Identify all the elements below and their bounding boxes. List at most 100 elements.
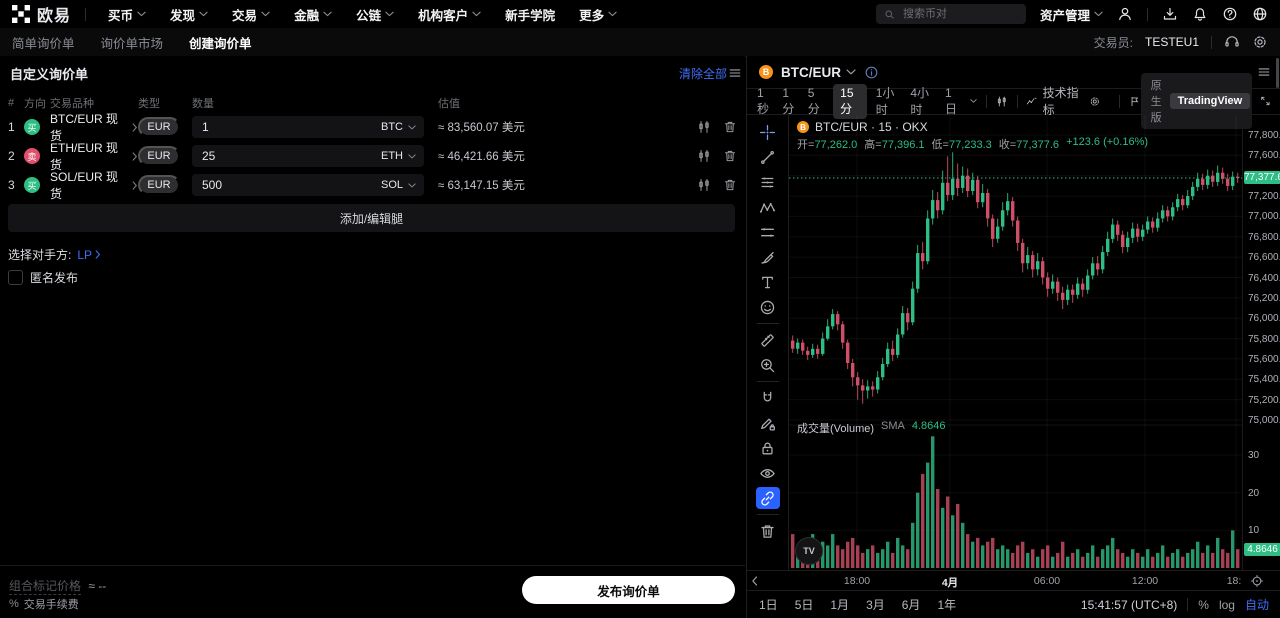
delete-trash-icon[interactable] xyxy=(723,149,737,163)
tradingview-watermark[interactable]: TV xyxy=(795,537,823,565)
sync-drawings-tool-button[interactable] xyxy=(755,487,780,509)
position-tool-button[interactable] xyxy=(756,221,780,243)
interval-1m[interactable]: 1分 xyxy=(782,85,795,116)
pair-selector[interactable]: ETH/EUR 现货 xyxy=(50,139,138,173)
view-chart-candles-icon[interactable] xyxy=(697,120,711,134)
symbol-name[interactable]: BTC/EUR xyxy=(781,64,841,80)
time-axis[interactable]: 18:00 4月 06:00 12:00 18: xyxy=(747,570,1280,591)
view-chart-candles-icon[interactable] xyxy=(697,178,711,192)
delete-trash-icon[interactable] xyxy=(723,120,737,134)
interval-1h[interactable]: 1小时 xyxy=(875,86,895,117)
range-1y[interactable]: 1年 xyxy=(937,598,957,612)
hide-drawings-tool-button[interactable] xyxy=(756,462,780,484)
clock[interactable]: 15:41:57 (UTC+8) xyxy=(1080,597,1178,612)
tab-rfq-market[interactable]: 询价单市场 xyxy=(100,36,164,51)
nav-item-discover[interactable]: 发现 xyxy=(170,5,208,24)
okx-logo[interactable]: 欧易 xyxy=(0,2,85,26)
emoji-tool-button[interactable] xyxy=(756,296,780,318)
amount-input[interactable] xyxy=(200,148,324,164)
view-chart-candles-icon[interactable] xyxy=(697,149,711,163)
drawing-lock-tool-button[interactable] xyxy=(756,412,780,434)
amount-input[interactable] xyxy=(200,177,324,193)
interval-15m[interactable]: 15分 xyxy=(833,83,867,119)
notifications-bell-icon[interactable] xyxy=(1192,6,1208,22)
range-1mo[interactable]: 1月 xyxy=(830,598,850,612)
page-scrollbar[interactable] xyxy=(1276,58,1279,88)
type-button[interactable]: EUR xyxy=(138,146,180,166)
percent-scale-toggle[interactable]: % xyxy=(1198,597,1209,612)
unit-dropdown[interactable]: BTC xyxy=(381,121,416,133)
xabcd-pattern-tool-button[interactable] xyxy=(756,196,780,218)
indicators-button[interactable]: 技术指标 xyxy=(1026,84,1079,118)
search-box[interactable] xyxy=(875,4,1026,24)
amount-field[interactable]: ETH xyxy=(192,145,424,167)
nav-item-academy[interactable]: 新手学院 xyxy=(505,8,556,23)
lock-all-tool-button[interactable] xyxy=(756,437,780,459)
amount-input[interactable] xyxy=(200,119,324,135)
language-globe-icon[interactable] xyxy=(1252,6,1268,22)
zoom-in-tool-button[interactable] xyxy=(756,354,780,376)
magnet-tool-button[interactable] xyxy=(756,387,780,409)
tab-create-rfq[interactable]: 创建询价单 xyxy=(189,27,252,59)
trend-line-tool-button[interactable] xyxy=(756,146,780,168)
caret-down-icon[interactable] xyxy=(970,98,977,104)
unit-dropdown[interactable]: SOL xyxy=(381,179,416,191)
flag-icon[interactable] xyxy=(1129,94,1141,109)
range-3mo[interactable]: 3月 xyxy=(866,598,885,612)
unit-dropdown[interactable]: ETH xyxy=(381,150,416,162)
mode-native[interactable]: 原生版 xyxy=(1150,80,1162,124)
search-input[interactable] xyxy=(900,7,1018,21)
profile-icon[interactable] xyxy=(1117,6,1133,22)
interval-1s[interactable]: 1秒 xyxy=(757,85,770,116)
counterparty-link[interactable]: LP xyxy=(77,248,101,262)
nav-item-buy-crypto[interactable]: 买币 xyxy=(108,5,146,24)
price-axis[interactable]: 77,377.6 4.8646 77,800.077,600.077,400.0… xyxy=(1242,115,1280,570)
caret-down-icon[interactable] xyxy=(846,69,856,75)
tab-simple-rfq[interactable]: 简单询价单 xyxy=(12,36,75,51)
panel-menu-icon[interactable] xyxy=(728,66,742,80)
nav-item-institutional[interactable]: 机构客户 xyxy=(418,5,481,24)
collapse-toolbar-chevron-icon[interactable] xyxy=(751,576,758,586)
range-5d[interactable]: 5日 xyxy=(794,598,814,612)
range-6mo[interactable]: 6月 xyxy=(901,598,921,612)
nav-item-finance[interactable]: 金融 xyxy=(294,5,332,24)
help-icon[interactable] xyxy=(1222,6,1238,22)
pair-selector[interactable]: SOL/EUR 现货 xyxy=(50,168,138,202)
support-headset-icon[interactable] xyxy=(1224,34,1240,50)
add-edit-leg-button[interactable]: 添加/编辑腿 xyxy=(8,204,735,232)
range-1d[interactable]: 1日 xyxy=(759,598,778,612)
chart-settings-gear-icon[interactable] xyxy=(1089,94,1101,109)
interval-1d[interactable]: 1日 xyxy=(944,85,957,116)
anonymous-checkbox[interactable] xyxy=(8,270,23,285)
amount-field[interactable]: SOL xyxy=(192,174,424,196)
nav-item-trade[interactable]: 交易 xyxy=(232,5,270,24)
chart-header-menu-icon[interactable] xyxy=(1257,65,1271,79)
interval-4h[interactable]: 4小时 xyxy=(910,86,930,117)
parallel-lines-tool-button[interactable] xyxy=(756,171,780,193)
amount-field[interactable]: BTC xyxy=(192,116,424,138)
type-button[interactable]: EUR xyxy=(138,175,180,195)
pair-selector[interactable]: BTC/EUR 现货 xyxy=(50,110,138,144)
auto-scale-toggle[interactable]: 自动 xyxy=(1244,598,1269,612)
nav-item-more[interactable]: 更多 xyxy=(579,5,617,24)
publish-rfq-button[interactable]: 发布询价单 xyxy=(522,576,735,604)
measure-tool-button[interactable] xyxy=(756,329,780,351)
fullscreen-expand-icon[interactable] xyxy=(1260,94,1271,108)
type-button[interactable]: EUR xyxy=(138,117,180,137)
interval-5m[interactable]: 5分 xyxy=(807,85,820,116)
remove-drawings-tool-button[interactable] xyxy=(756,520,780,542)
asset-management-menu[interactable]: 资产管理 xyxy=(1040,5,1103,24)
crosshair-tool-button[interactable] xyxy=(756,121,780,143)
delete-trash-icon[interactable] xyxy=(723,178,737,192)
clear-all-link[interactable]: 清除全部 xyxy=(678,67,727,81)
brush-tool-button[interactable] xyxy=(756,246,780,268)
log-scale-toggle[interactable]: log xyxy=(1218,597,1235,612)
go-to-realtime-target-icon[interactable] xyxy=(1250,574,1264,588)
nav-item-chain[interactable]: 公链 xyxy=(356,5,394,24)
candle-style-icon[interactable] xyxy=(996,94,1008,109)
candlestick-chart[interactable] xyxy=(789,115,1242,570)
info-icon[interactable] xyxy=(864,65,879,80)
mode-tradingview[interactable]: TradingView xyxy=(1169,93,1251,109)
text-tool-button[interactable] xyxy=(756,271,780,293)
settings-gear-icon[interactable] xyxy=(1252,34,1268,50)
